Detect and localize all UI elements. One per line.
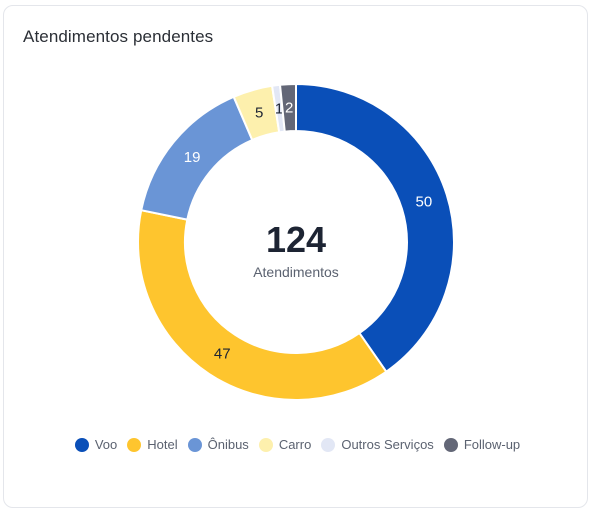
legend-swatch bbox=[187, 437, 202, 452]
legend-item-follow-up[interactable]: Follow-up bbox=[443, 437, 521, 452]
legend-swatch bbox=[321, 437, 336, 452]
legend-label: Carro bbox=[278, 437, 312, 452]
slice-follow-up[interactable] bbox=[278, 82, 297, 133]
data-label-hotel: 47 bbox=[214, 345, 231, 362]
legend-item-carro[interactable]: Carro bbox=[258, 437, 312, 452]
legend-label: Follow-up bbox=[463, 437, 521, 452]
legend-item-outros-servi-os[interactable]: Outros Serviços bbox=[321, 437, 434, 452]
card-title: Atendimentos pendentes bbox=[23, 27, 214, 46]
legend-swatch bbox=[443, 437, 458, 452]
legend-label: Voo bbox=[94, 437, 118, 452]
legend-label: Hotel bbox=[147, 437, 178, 452]
legend-item--nibus[interactable]: Ônibus bbox=[187, 437, 249, 452]
total-caption: Atendimentos bbox=[253, 264, 339, 280]
data-label-outros-servi-os: 1 bbox=[275, 101, 283, 118]
data-label-carro: 5 bbox=[255, 105, 263, 122]
data-label--nibus: 19 bbox=[184, 149, 201, 166]
slice-voo[interactable] bbox=[295, 82, 455, 374]
total-count: 124 bbox=[265, 219, 327, 260]
data-label-voo: 50 bbox=[416, 193, 433, 210]
data-label-follow-up: 2 bbox=[285, 100, 293, 117]
chart-legend: Voo Hotel Ônibus Carro Outros Serviços Follow… bbox=[0, 437, 595, 452]
legend-label: Ônibus bbox=[207, 437, 249, 452]
legend-swatch bbox=[258, 437, 273, 452]
legend-label: Outros Serviços bbox=[341, 437, 434, 452]
legend-item-voo[interactable]: Voo bbox=[74, 437, 118, 452]
legend-swatch bbox=[127, 437, 142, 452]
legend-swatch bbox=[74, 437, 89, 452]
legend-item-hotel[interactable]: Hotel bbox=[127, 437, 178, 452]
slice-hotel[interactable] bbox=[137, 209, 388, 401]
